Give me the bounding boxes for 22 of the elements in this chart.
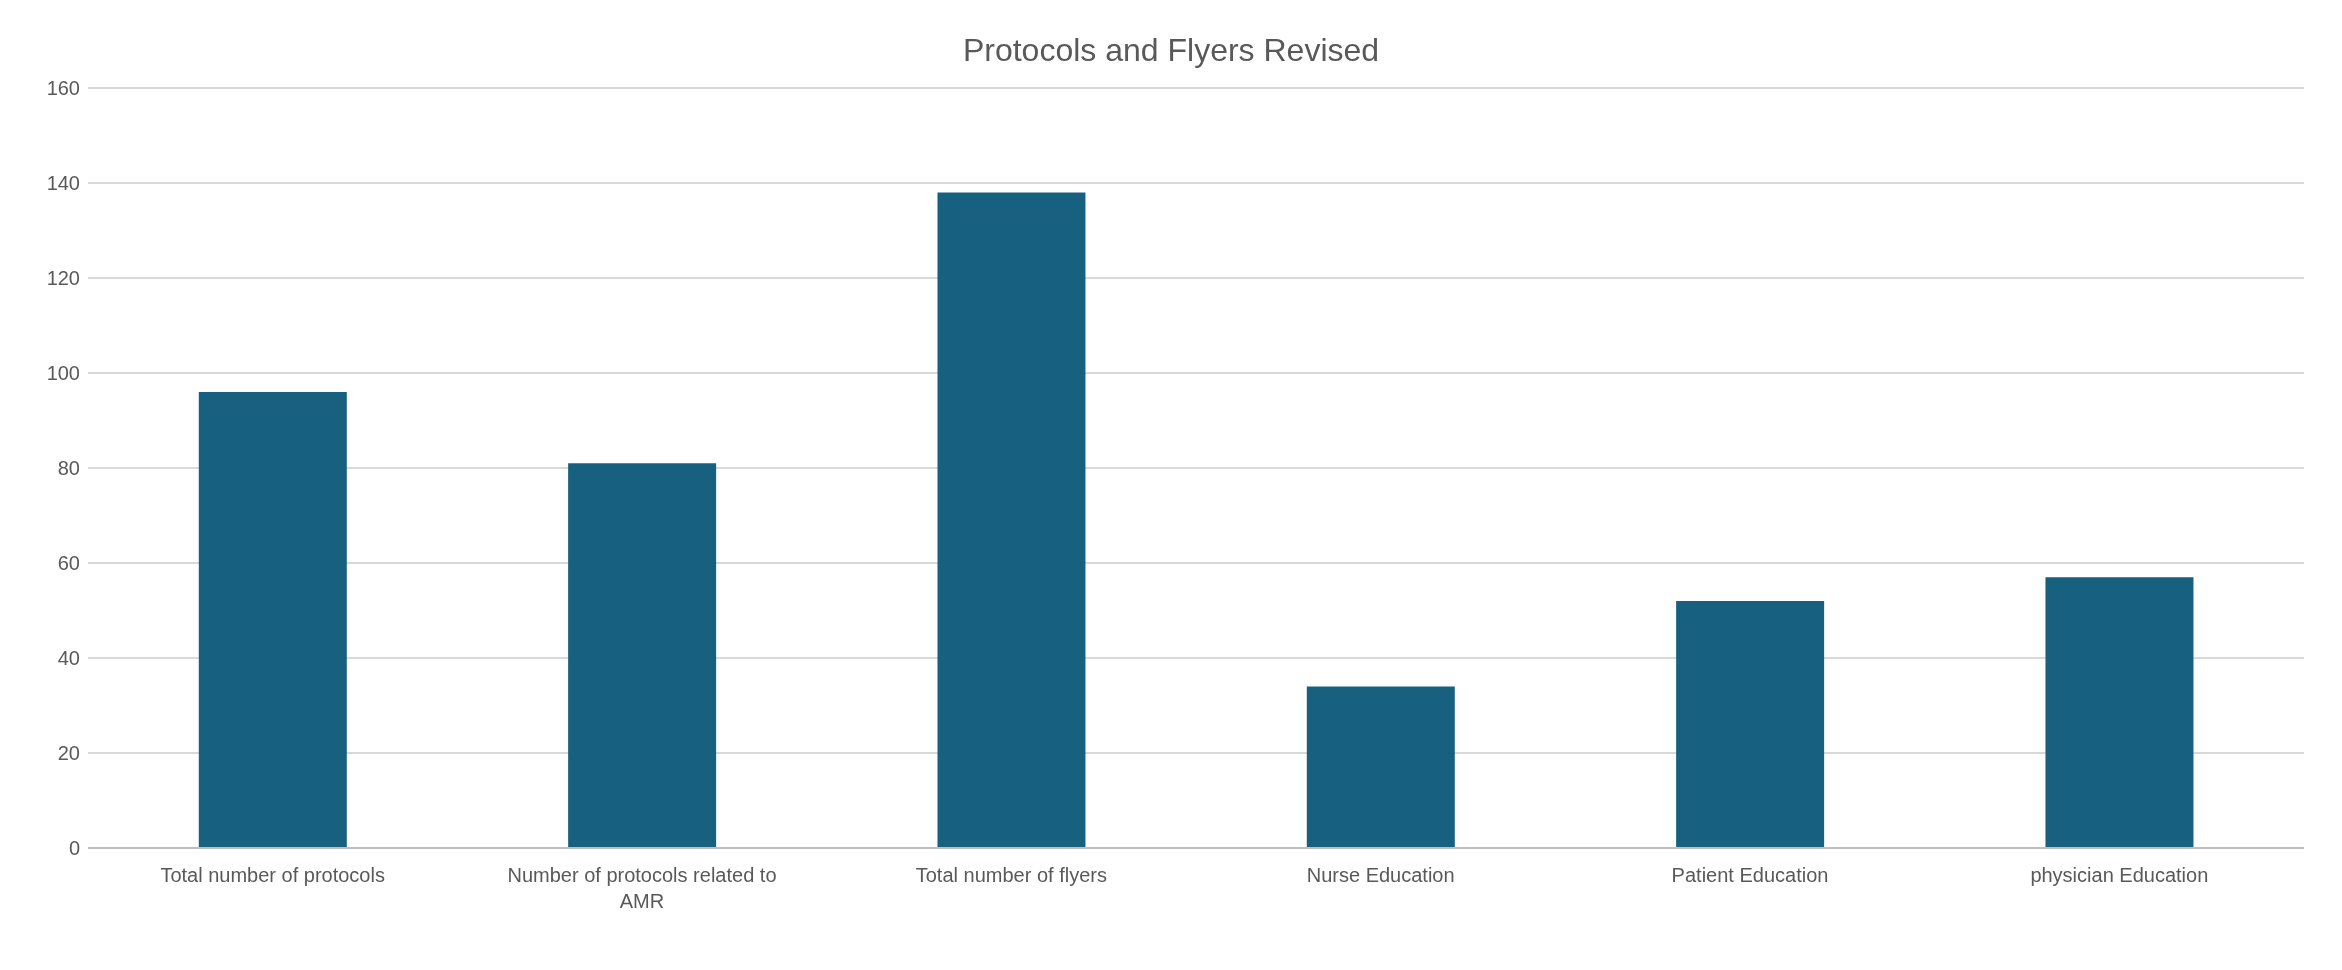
y-tick-label: 100 [46, 362, 80, 385]
bar [1676, 601, 1825, 848]
y-tick-label: 40 [57, 647, 80, 670]
x-tick-label: Patient Education [1671, 864, 1829, 886]
x-tick-label: Number of protocols related to AMR [507, 864, 777, 912]
y-tick-label: 160 [46, 77, 80, 100]
y-tick-label: 0 [68, 837, 80, 860]
bar [568, 463, 717, 848]
y-tick-label: 120 [46, 267, 80, 290]
y-tick-label: 20 [57, 742, 80, 765]
x-tick-label: Nurse Education [1306, 864, 1455, 886]
bar [937, 192, 1086, 848]
x-tick-label: physician Education [2030, 864, 2209, 886]
x-tick-label: Total number of flyers [915, 864, 1107, 886]
bar [198, 392, 347, 848]
y-tick-label: 80 [57, 457, 80, 480]
chart-title: Protocols and Flyers Revised [961, 32, 1381, 69]
x-tick-label: Total number of protocols [160, 864, 385, 886]
bar [1306, 686, 1455, 848]
bar [2045, 577, 2194, 848]
y-tick-label: 140 [46, 172, 80, 195]
y-tick-label: 60 [57, 552, 80, 575]
